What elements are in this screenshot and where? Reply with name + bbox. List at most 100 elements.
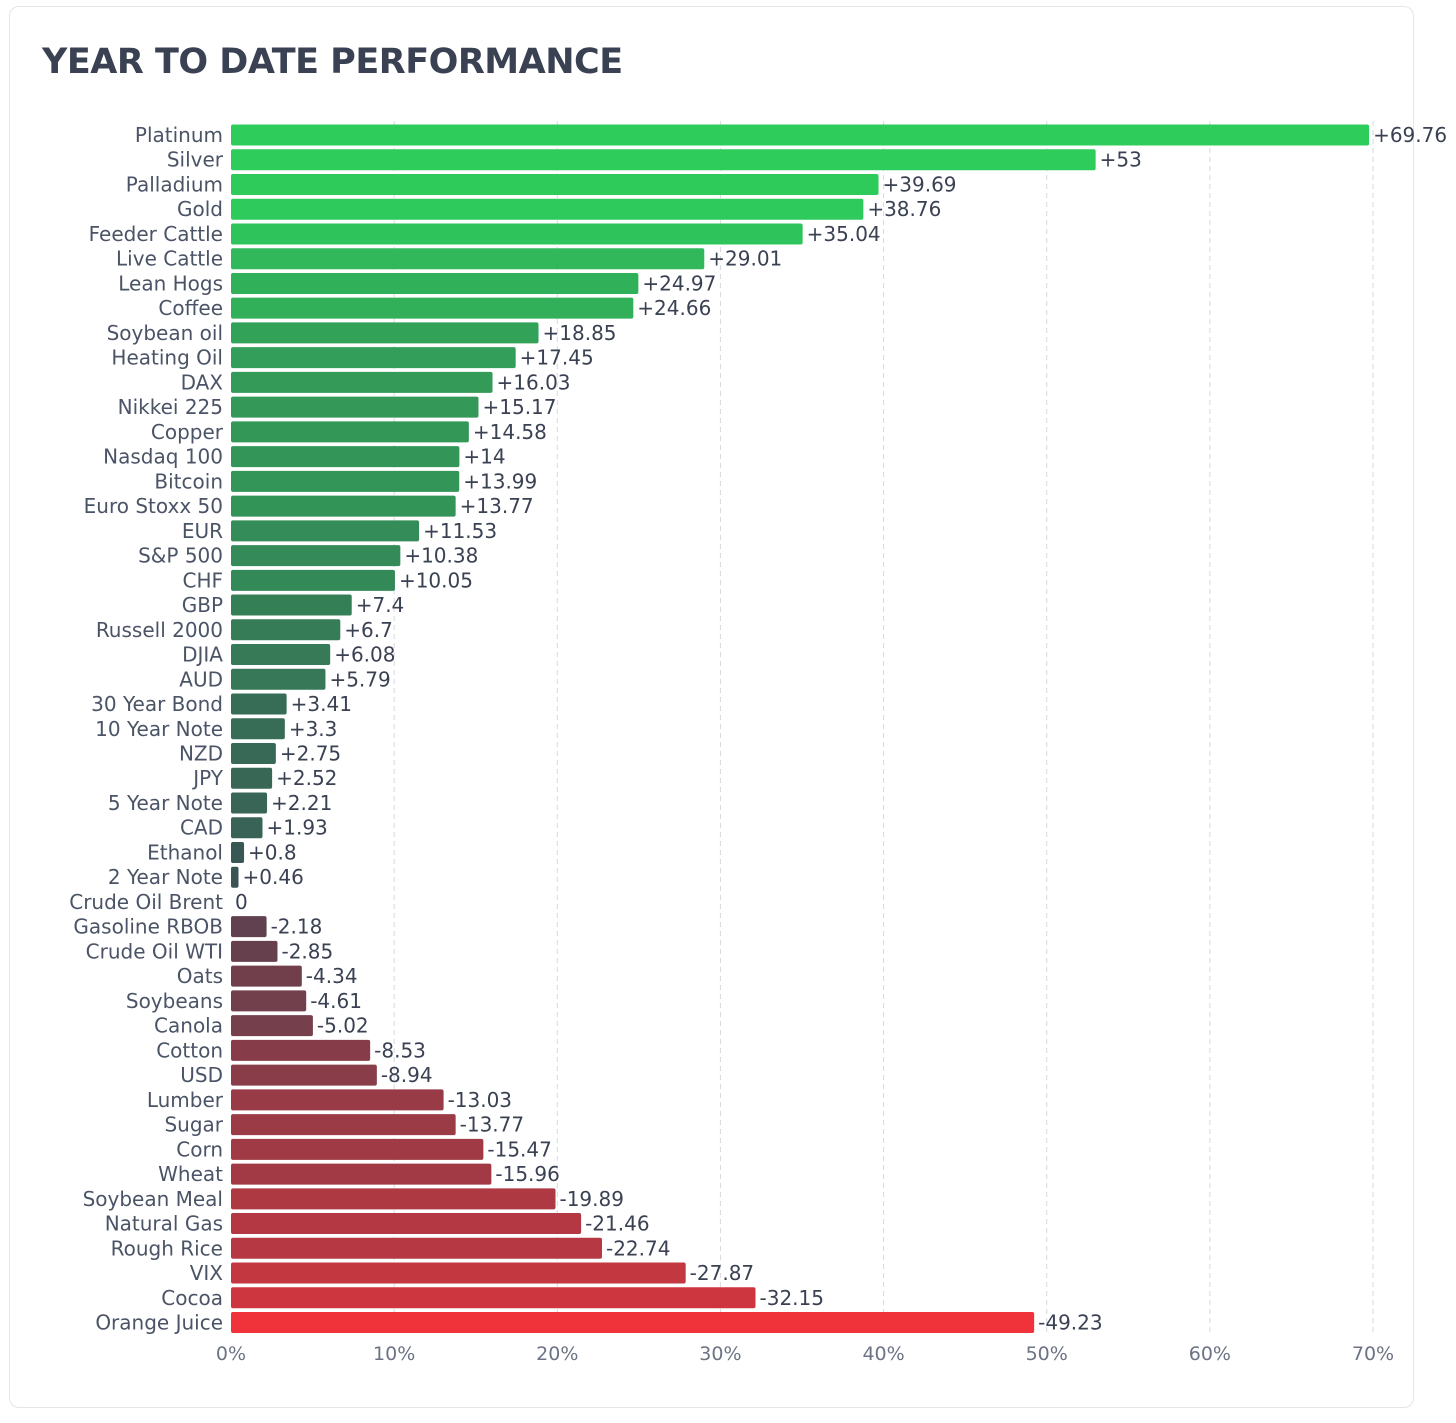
bar (231, 1039, 371, 1061)
value-label: -49.23 (1038, 1311, 1102, 1335)
bar (231, 841, 245, 863)
value-label: +3.3 (289, 717, 338, 741)
value-label: 0 (235, 890, 248, 914)
bar (231, 594, 352, 616)
value-label: -4.34 (306, 964, 358, 988)
value-label: +14.58 (473, 420, 547, 444)
bar (231, 297, 634, 319)
bar (231, 990, 307, 1012)
bar (231, 223, 803, 245)
category-label: CHF (182, 568, 223, 592)
value-label: +7.4 (356, 593, 405, 617)
bar (231, 173, 879, 195)
value-label: +0.46 (243, 865, 304, 889)
value-label: -15.47 (487, 1137, 551, 1161)
bar (231, 1114, 456, 1136)
value-label: -2.18 (271, 915, 323, 939)
category-label: Palladium (126, 172, 223, 196)
value-label: +2.52 (276, 766, 337, 790)
category-label: DAX (181, 370, 224, 394)
bar (231, 1312, 1035, 1334)
value-label: +15.17 (482, 395, 556, 419)
bar (231, 1064, 377, 1086)
bar (231, 693, 287, 715)
category-label: Orange Juice (95, 1311, 223, 1335)
category-label: Coffee (158, 296, 223, 320)
category-label: Crude Oil Brent (69, 890, 223, 914)
value-label: +13.99 (463, 469, 537, 493)
category-label: 10 Year Note (95, 717, 223, 741)
value-label: +29.01 (708, 247, 782, 271)
bar (231, 866, 239, 888)
bar (231, 1089, 444, 1111)
bar (231, 124, 1370, 146)
value-label: +53 (1100, 148, 1142, 172)
category-label: Nikkei 225 (118, 395, 223, 419)
value-label: +24.97 (642, 271, 716, 295)
category-label: Nasdaq 100 (103, 445, 223, 469)
category-label: EUR (182, 519, 223, 543)
value-label: -13.77 (460, 1113, 524, 1137)
category-label: Cotton (156, 1038, 223, 1062)
value-label: -32.15 (760, 1286, 824, 1310)
labels: Platinum +69.76 Silver +53 Palladium +39.69 Go… (69, 123, 1447, 1335)
value-label: -27.87 (690, 1261, 754, 1285)
category-label: Oats (177, 964, 223, 988)
bars (231, 124, 1370, 1334)
category-label: JPY (191, 766, 224, 790)
value-label: +10.05 (399, 568, 473, 592)
category-label: Soybeans (126, 989, 223, 1013)
bar (231, 743, 276, 764)
bar (231, 817, 263, 839)
category-label: Live Cattle (116, 247, 223, 271)
value-label: +5.79 (329, 667, 390, 691)
x-tick-label: 60% (1189, 1343, 1231, 1365)
bar (231, 1015, 313, 1037)
bar (231, 792, 268, 814)
value-label: +39.69 (883, 172, 957, 196)
bar (231, 1237, 602, 1259)
bar (231, 940, 278, 962)
category-label: Corn (176, 1137, 223, 1161)
x-tick-label: 10% (373, 1343, 415, 1365)
bar (231, 149, 1096, 171)
bar (231, 396, 479, 418)
value-label: +1.93 (266, 816, 327, 840)
category-label: Copper (151, 420, 224, 444)
category-label: Crude Oil WTI (86, 939, 223, 963)
value-label: +11.53 (423, 519, 497, 543)
value-label: -21.46 (585, 1212, 649, 1236)
value-label: -19.89 (559, 1187, 623, 1211)
bar (231, 198, 864, 220)
bar (231, 767, 273, 789)
bar (231, 644, 331, 666)
value-label: +24.66 (637, 296, 711, 320)
value-label: -5.02 (317, 1014, 369, 1038)
bar (231, 1262, 686, 1284)
bar (231, 272, 639, 294)
bar (231, 965, 302, 987)
bar (231, 1287, 756, 1309)
category-label: Cocoa (161, 1286, 223, 1310)
category-label: Bitcoin (154, 469, 223, 493)
bar (231, 322, 539, 344)
bar (231, 495, 456, 517)
chart-title: YEAR TO DATE PERFORMANCE (42, 42, 623, 82)
value-label: +13.77 (460, 494, 534, 518)
category-label: Rough Rice (111, 1236, 223, 1260)
x-tick-label: 0% (216, 1343, 246, 1365)
category-label: Platinum (135, 123, 223, 147)
category-label: AUD (179, 667, 223, 691)
value-label: +69.76 (1373, 123, 1447, 147)
bar (231, 916, 267, 938)
x-tick-label: 20% (536, 1343, 578, 1365)
value-label: -4.61 (310, 989, 362, 1013)
value-label: +35.04 (807, 222, 881, 246)
category-label: Canola (154, 1014, 223, 1038)
value-label: -15.96 (495, 1162, 559, 1186)
value-label: +0.8 (248, 840, 297, 864)
category-label: Heating Oil (111, 346, 223, 370)
category-label: Silver (167, 148, 224, 172)
bar (231, 668, 326, 690)
category-label: CAD (180, 816, 223, 840)
